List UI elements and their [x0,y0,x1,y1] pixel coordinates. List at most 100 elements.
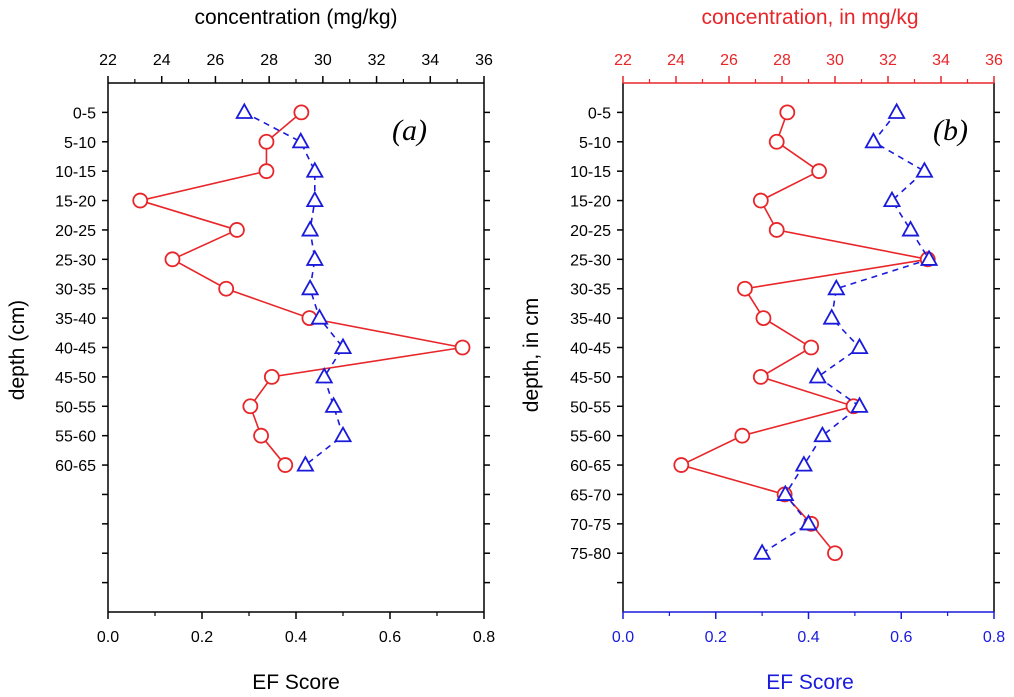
panel-b-point [864,131,883,149]
panel-a-point [258,133,275,150]
panel-a-point [218,280,235,297]
panel-b-point [811,163,827,180]
panel-a-top-tick-label: 22 [99,52,117,69]
panel-b-point [808,367,827,384]
panel-a-top-tick-label: 24 [153,52,171,69]
panel-a-y-tick-label: 35-40 [55,311,96,328]
panel-a-point [235,102,254,119]
panel-b-point [882,190,902,208]
panel-a-point [333,337,353,355]
panel-a-bottom-tick-label: 0.0 [97,629,119,646]
panel-b-point [827,545,843,562]
panel-b-point [752,543,772,560]
panel-a-series-concentration [132,104,471,473]
panel-b-top-tick-label: 32 [879,52,897,69]
panel-a-point [263,368,280,385]
panel-b-point [850,396,869,413]
panel-b-point [768,222,785,238]
panel-a-bottom-axis-title: EF Score [252,671,340,694]
panel-b-point [915,161,934,178]
panel-a-top-tick-label: 34 [421,52,439,69]
panel-b-top-tick-label: 30 [826,52,844,69]
panel-a-y-tick-label: 25-30 [55,252,96,269]
panel-a-point [293,104,310,121]
panel-a-y-tick-label: 50-55 [55,399,96,416]
panel-a-series-ef-score [235,102,353,472]
panel-b-top-tick-label: 34 [932,52,950,69]
panel-b-point [752,368,769,385]
panel-b-y-tick-label: 25-30 [570,252,611,269]
panel-b-point [919,249,939,266]
panel-b-point [827,278,846,296]
panel-a-label: (a) [392,114,427,147]
panel-a-bottom-tick-label: 0.2 [191,629,213,646]
panel-b-point [673,457,690,473]
panel-a-top-axis-title: concentration (mg/kg) [194,6,397,29]
panel-b-y-tick-label: 40-45 [570,341,611,358]
panel-b-y-tick-label: 30-35 [570,282,611,299]
panel-a-point [296,455,315,472]
panel-a-y-tick-label: 5-10 [64,135,96,152]
panel-b-bottom-axis-title: EF Score [766,671,854,694]
panel-b-bottom-tick-label: 0.8 [983,629,1005,646]
panel-b-y-tick-label: 5-10 [579,135,611,152]
panel-a-y-tick-label: 0-5 [73,105,96,122]
panel-a-y-tick-label: 55-60 [55,429,96,446]
panel-a-y-tick-label: 30-35 [55,282,96,299]
panel-b-top-tick-label: 28 [773,52,791,69]
panel-b-point [755,310,772,327]
panel-a-y-tick-label: 10-15 [55,164,96,181]
panel-a-point [300,220,320,237]
panel-b-point [799,513,818,531]
panel-a: concentration (mg/kg) EF Score depth (cm… [6,6,495,694]
panel-a-y-tick-label: 40-45 [55,341,96,358]
panel-a-point [333,425,353,443]
panel-a-point [305,161,324,178]
panel-b-bottom-tick-label: 0.0 [612,629,634,646]
panel-b-series-line [679,112,928,554]
panel-b-point [752,192,769,209]
panel-a-top-tick-label: 26 [207,52,225,69]
panel-a-point [242,398,259,415]
panel-b-series-line [761,111,931,554]
panel-a-point [300,278,320,296]
panel-a-y-tick-label: 20-25 [55,223,96,240]
panel-b-y-tick-label: 70-75 [570,517,611,534]
panel-a-point [277,457,294,473]
panel-b-y-tick-label: 65-70 [570,487,611,504]
panel-a-point [305,249,324,266]
panel-a-point [454,339,471,356]
panel-a-point [324,396,343,413]
panel-b: concentration, in mg/kg EF Score depth, … [520,6,1005,694]
panel-a-point [253,427,269,444]
panel-b-point [794,455,813,472]
panel-b-point [813,425,832,443]
panel-a-top-tick-label: 36 [475,52,493,69]
panel-b-point [768,133,785,150]
panel-b-point [850,337,869,355]
panel-b-y-tick-label: 75-80 [570,546,611,563]
panel-b-y-tick-label: 45-50 [570,370,611,387]
panel-a-point [305,190,324,208]
panel-a-y-tick-label: 45-50 [55,370,96,387]
panel-b-point [803,339,820,356]
panel-a-point [132,192,149,209]
panel-b-y-axis-title: depth, in cm [520,298,543,412]
panel-b-y-tick-label: 60-65 [570,458,611,475]
panel-b-top-tick-label: 36 [985,52,1003,69]
panel-b-bottom-tick-label: 0.6 [890,629,912,646]
panel-a-bottom-tick-label: 0.8 [473,629,495,646]
panel-b-y-tick-label: 20-25 [570,223,611,240]
panel-a-point [310,308,329,325]
panel-b-series-concentration [673,104,936,562]
panel-b-bottom-tick-label: 0.2 [705,629,727,646]
panel-a-top-tick-label: 28 [260,52,278,69]
panel-b-y-tick-label: 35-40 [570,311,611,328]
panel-a-point [291,131,310,149]
panel-b-point [734,427,751,444]
panel-a-point [258,163,275,180]
panel-b-series-ef-score [752,102,939,560]
panel-b-y-tick-label: 15-20 [570,194,611,211]
panel-a-bottom-tick-label: 0.6 [379,629,401,646]
panel-b-point [887,102,906,119]
